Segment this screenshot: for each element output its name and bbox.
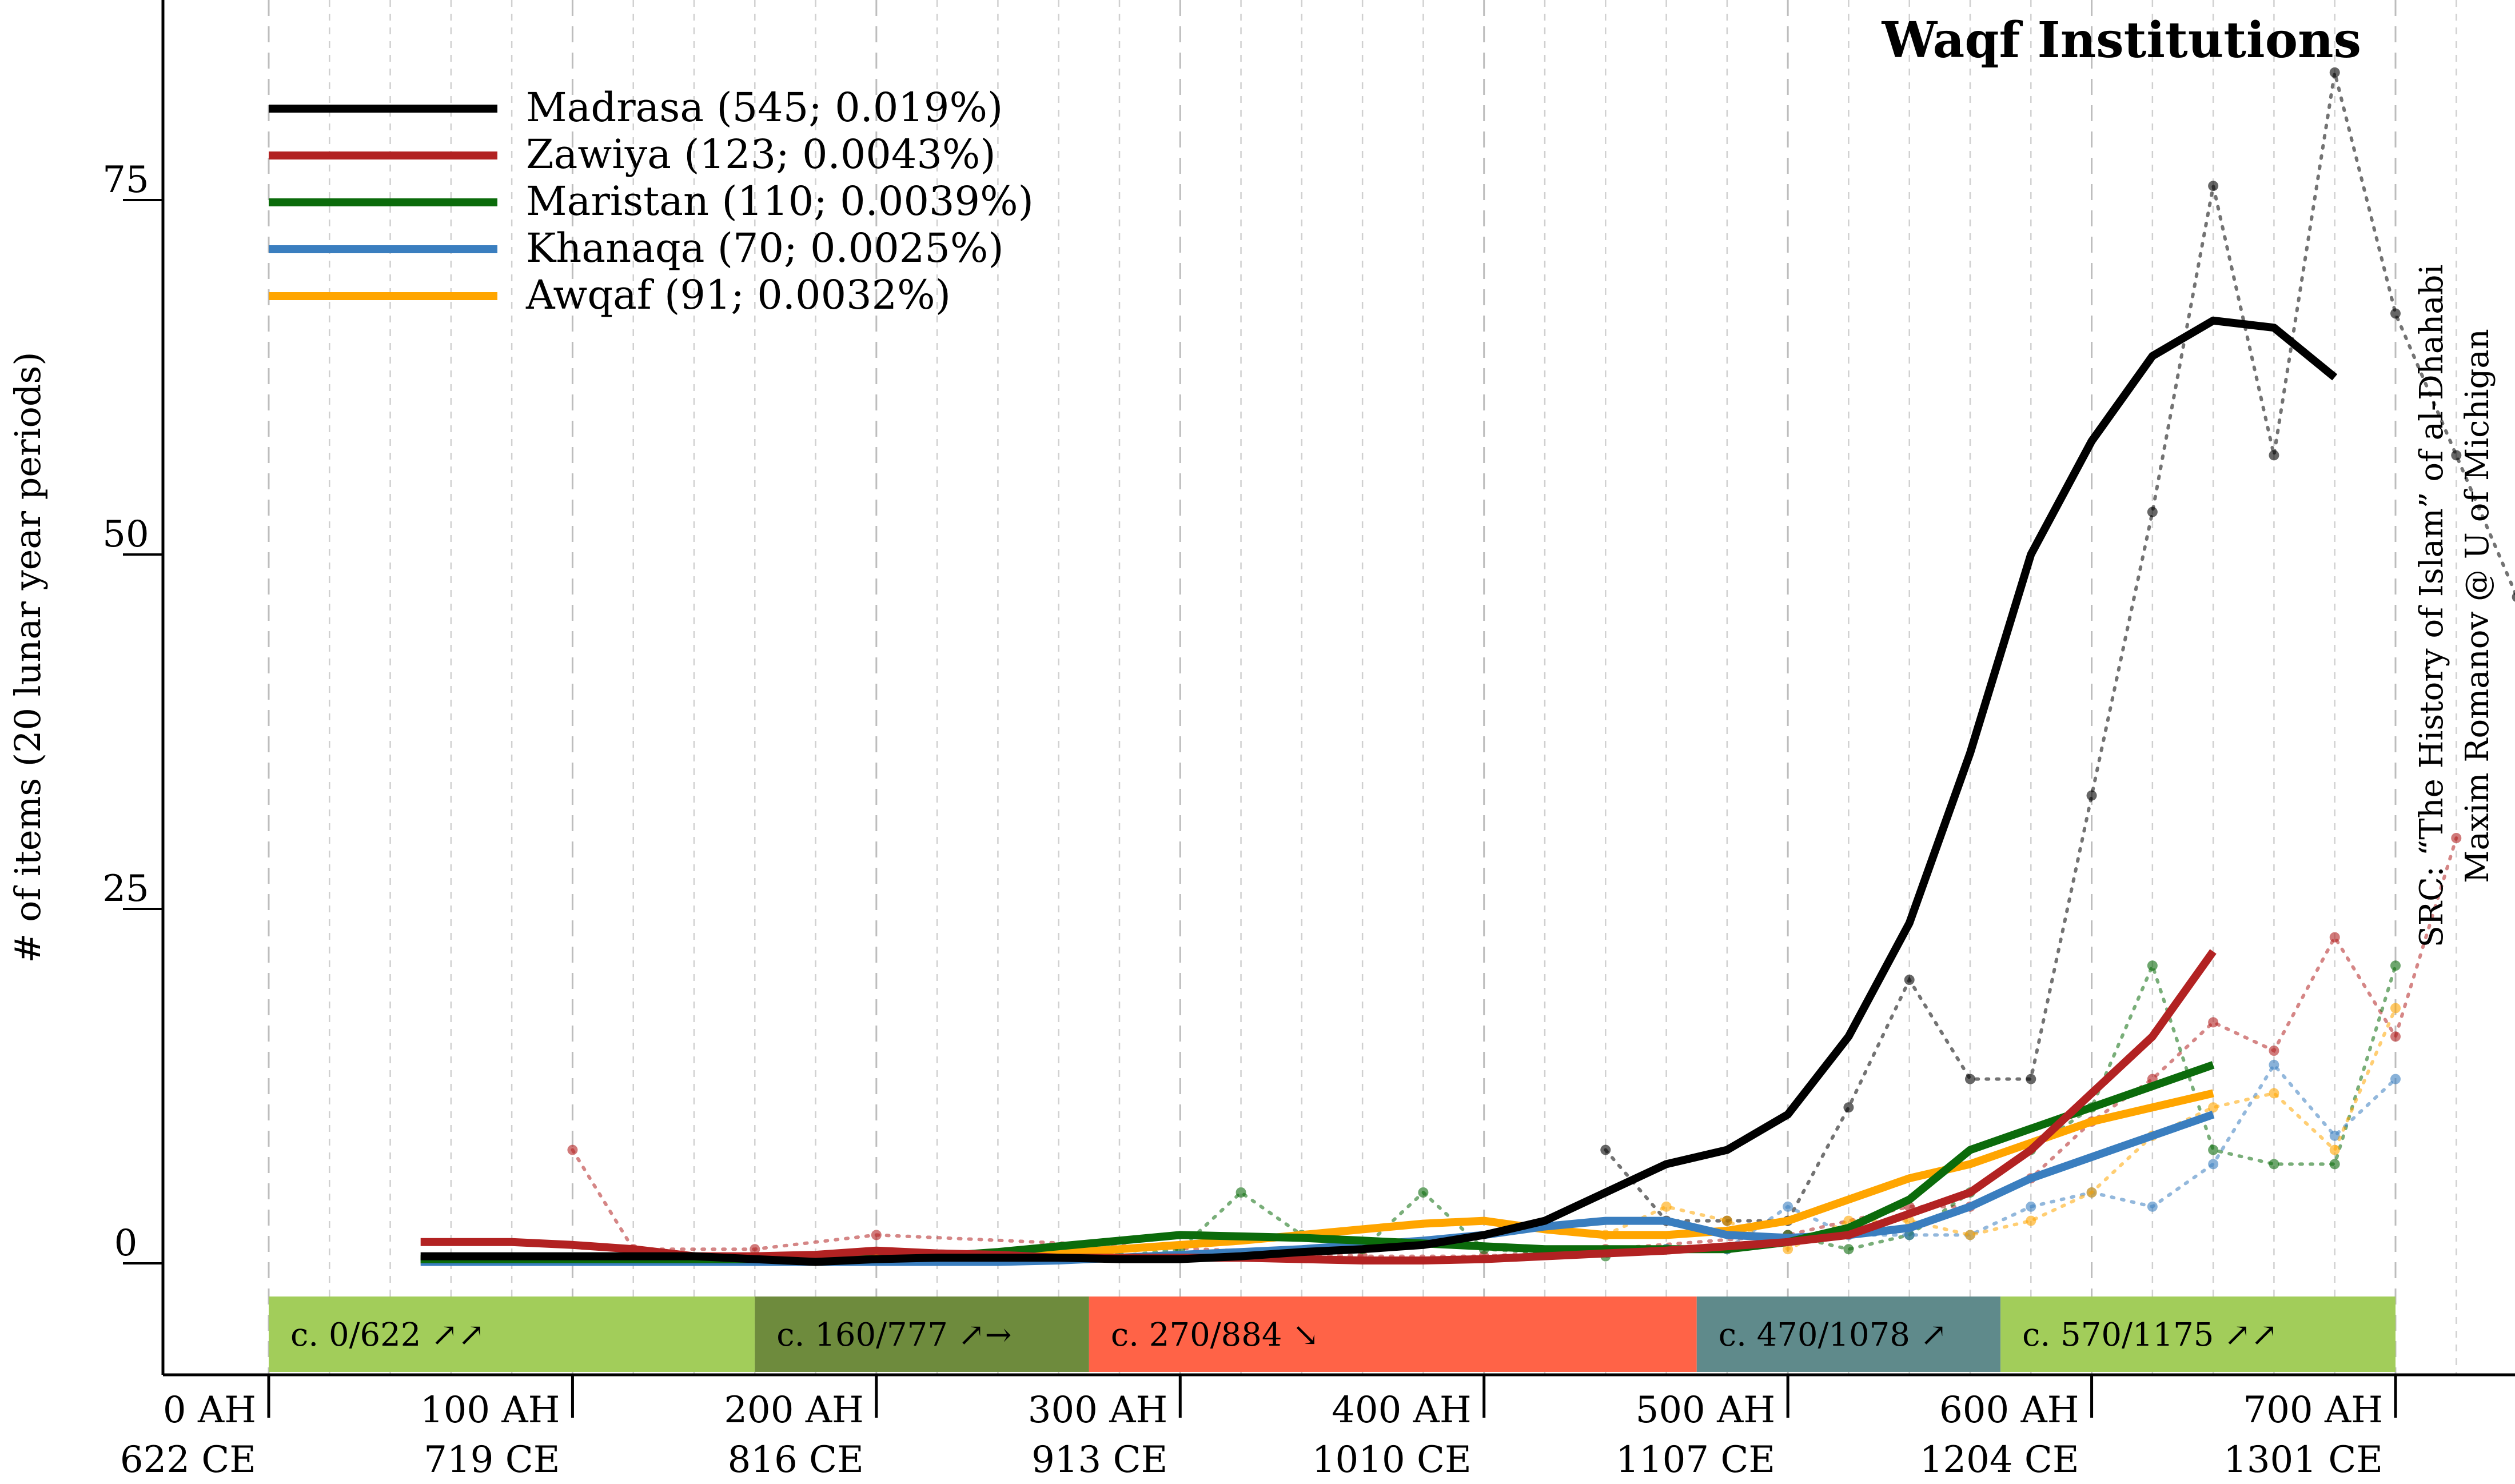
x-tick-label-ah: 500 AH — [1636, 1389, 1776, 1431]
data-point — [1235, 1187, 1246, 1198]
y-tick-label: 50 — [102, 513, 149, 556]
data-point — [1418, 1187, 1429, 1198]
period-bar — [2000, 1296, 2396, 1372]
x-tick-label-ce: 622 CE — [120, 1439, 256, 1481]
data-point — [2086, 1187, 2097, 1198]
data-point — [871, 1230, 882, 1240]
data-point — [1661, 1201, 1672, 1212]
data-point — [2026, 1201, 2036, 1212]
period-label: c. 270/884 ↘ — [1111, 1317, 1319, 1354]
period-label: c. 470/1078 ↗ — [1719, 1317, 1947, 1354]
data-point — [2086, 790, 2097, 801]
data-point — [567, 1144, 578, 1155]
data-point — [2512, 592, 2515, 602]
data-point — [2390, 1003, 2401, 1014]
data-point — [2390, 1031, 2401, 1042]
period-bar — [1089, 1296, 1697, 1372]
x-tick-label-ah: 300 AH — [1028, 1389, 1168, 1431]
x-tick-label-ce: 816 CE — [728, 1439, 864, 1481]
raw-series-line — [1604, 72, 2515, 1223]
legend-label: Maristan (110; 0.0039%) — [526, 178, 1034, 225]
data-point — [2026, 1215, 2036, 1226]
data-point — [2269, 1046, 2279, 1056]
data-point — [2390, 308, 2401, 319]
data-point — [2147, 960, 2158, 971]
data-point — [2208, 181, 2219, 192]
data-point — [2451, 833, 2462, 843]
data-point — [1721, 1215, 1732, 1226]
x-tick-label-ce: 1301 CE — [2223, 1439, 2383, 1481]
x-tick-label-ce: 719 CE — [424, 1439, 560, 1481]
series-lines — [420, 316, 2338, 1266]
data-point — [2269, 1059, 2279, 1070]
legend-label: Madrasa (545; 0.019%) — [526, 84, 1003, 131]
y-ticks: 0 25 50 75 — [102, 159, 163, 1264]
x-tick-label-ce: 1010 CE — [1312, 1439, 1472, 1481]
x-tick-label-ah: 400 AH — [1332, 1389, 1472, 1431]
data-point — [2208, 1144, 2219, 1155]
data-point — [2147, 506, 2158, 517]
legend-label: Khanaqa (70; 0.0025%) — [526, 225, 1004, 272]
grid — [268, 0, 2457, 1375]
data-point — [750, 1244, 760, 1255]
data-point — [2269, 1159, 2279, 1170]
data-point — [1843, 1102, 1854, 1113]
data-point — [2390, 1074, 2401, 1084]
period-label: c. 160/777 ↗→ — [776, 1317, 1011, 1354]
legend: Madrasa (545; 0.019%)Zawiya (123; 0.0043… — [269, 84, 1034, 318]
data-point — [2026, 1074, 2036, 1084]
x-tick-label-ah: 100 AH — [420, 1389, 560, 1431]
raw-series-line — [1604, 1006, 2397, 1251]
y-tick-label: 75 — [102, 159, 149, 201]
data-point — [1965, 1074, 1975, 1084]
data-point — [2329, 1144, 2340, 1155]
data-point — [1904, 975, 1915, 985]
legend-label: Zawiya (123; 0.0043%) — [526, 131, 996, 178]
period-label: c. 0/622 ↗↗ — [290, 1317, 485, 1354]
chart-title: Waqf Institutions — [1882, 11, 2361, 69]
source-line-1: SRC: “The History of Islam” of al-Dhahab… — [2413, 265, 2450, 948]
x-tick-label-ce: 1107 CE — [1616, 1439, 1775, 1481]
data-point — [2147, 1201, 2158, 1212]
x-tick-label-ah: 600 AH — [1939, 1389, 2079, 1431]
period-bar — [269, 1296, 755, 1372]
period-bars: c. 0/622 ↗↗ c. 160/777 ↗→ c. 270/884 ↘ c. 4… — [269, 1296, 2396, 1372]
x-tick-label-ah: 200 AH — [724, 1389, 864, 1431]
data-point — [2329, 932, 2340, 943]
data-point — [1965, 1230, 1975, 1240]
data-point — [1843, 1244, 1854, 1255]
data-point — [2269, 450, 2279, 461]
y-tick-label: 0 — [114, 1222, 138, 1264]
data-point — [2451, 450, 2462, 461]
data-point — [2329, 1130, 2340, 1141]
x-tick-label-ce: 1204 CE — [1920, 1439, 2079, 1481]
x-tick-label-ah: 0 AH — [163, 1389, 256, 1431]
period-bar — [1696, 1296, 2001, 1372]
y-axis-label: # of items (20 lunar year periods) — [7, 352, 49, 963]
legend-label: Awqaf (91; 0.0032%) — [525, 272, 951, 318]
data-point — [2390, 960, 2401, 971]
period-bar — [755, 1296, 1089, 1372]
data-point — [2208, 1102, 2219, 1113]
data-point — [1783, 1244, 1793, 1255]
data-point — [2208, 1017, 2219, 1028]
data-point — [2329, 67, 2340, 78]
data-point — [2208, 1159, 2219, 1170]
data-point — [2269, 1088, 2279, 1099]
source-line-2: Maxim Romanov @ U of Michigan — [2459, 329, 2496, 883]
data-point — [2329, 1159, 2340, 1170]
series-line — [420, 316, 2338, 1266]
x-tick-label-ce: 913 CE — [1031, 1439, 1167, 1481]
data-point — [1783, 1201, 1793, 1212]
period-label: c. 570/1175 ↗↗ — [2022, 1317, 2278, 1354]
data-point — [1600, 1144, 1611, 1155]
raw-series-line — [874, 960, 2397, 1258]
y-tick-label: 25 — [102, 868, 149, 910]
data-point — [1904, 1230, 1915, 1240]
axes — [161, 0, 2515, 1377]
x-ticks: 0 AH 622 CE 100 AH 719 CE 200 AH 816 CE 300 AH… — [120, 1375, 2397, 1481]
raw-series-line — [571, 836, 2458, 1258]
x-tick-label-ah: 700 AH — [2243, 1389, 2383, 1431]
